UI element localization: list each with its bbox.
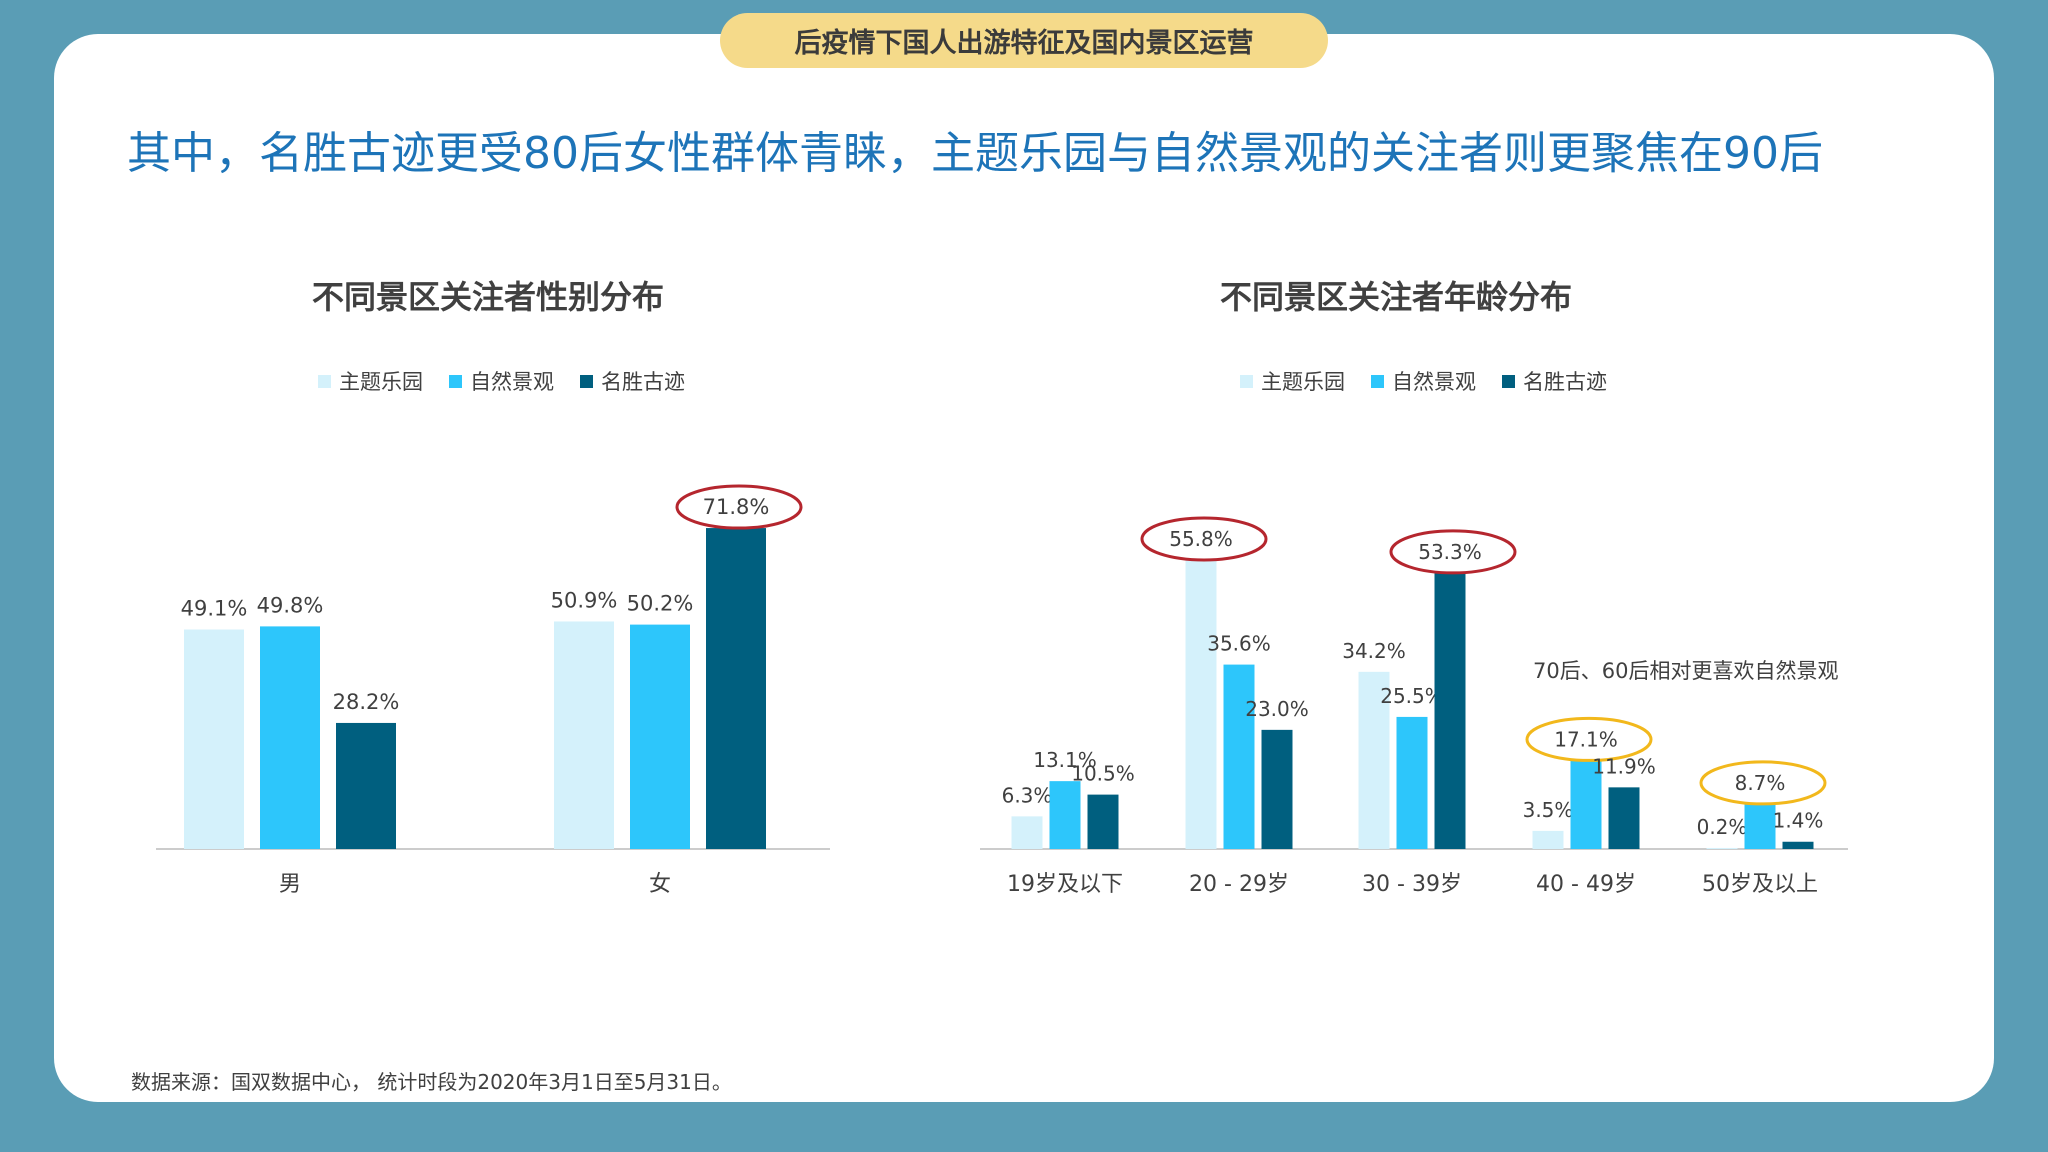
legend-label: 名胜古迹	[1523, 370, 1607, 394]
bar	[554, 621, 614, 849]
data-label: 35.6%	[1207, 632, 1271, 656]
data-label: 50.9%	[551, 588, 618, 612]
age-chart-legend: 主题乐园 自然景观 名胜古迹	[1240, 366, 1607, 396]
bar	[1011, 816, 1043, 849]
legend-item-theme-park: 主题乐园	[1240, 366, 1345, 396]
highlight-circle	[675, 484, 803, 530]
age-insight-note: 70后、60后相对更喜欢自然景观	[1533, 659, 1839, 683]
legend-item-natural: 自然景观	[1371, 366, 1476, 396]
data-label: 53.3%	[1418, 540, 1482, 564]
legend-item-natural: 自然景观	[449, 366, 554, 396]
data-label: 0.2%	[1697, 815, 1748, 839]
data-source-footnote: 数据来源：国双数据中心， 统计时段为2020年3月1日至5月31日。	[131, 1070, 732, 1094]
highlight-circle	[1140, 516, 1268, 562]
data-label: 1.4%	[1773, 809, 1824, 833]
data-label: 10.5%	[1071, 762, 1135, 786]
gender-chart-legend: 主题乐园 自然景观 名胜古迹	[318, 366, 685, 396]
bar	[1570, 760, 1602, 849]
bar	[1532, 830, 1564, 849]
report-title-pill: 后疫情下国人出游特征及国内景区运营	[720, 13, 1328, 68]
data-label: 71.8%	[703, 495, 770, 519]
bar	[1185, 559, 1217, 849]
data-label: 49.8%	[257, 593, 324, 617]
bar	[1396, 716, 1428, 849]
data-label: 13.1%	[1033, 748, 1097, 772]
bar	[1261, 729, 1293, 849]
category-tick-label: 20 - 29岁	[1189, 872, 1289, 897]
category-tick-label: 50岁及以上	[1702, 872, 1818, 897]
legend-swatch	[318, 374, 331, 388]
age-chart-title: 不同景区关注者年龄分布	[1220, 278, 1573, 316]
category-tick-label: 19岁及以下	[1007, 872, 1123, 897]
legend-item-historic: 名胜古迹	[580, 366, 685, 396]
legend-label: 主题乐园	[1261, 370, 1345, 394]
category-tick-label: 男	[279, 872, 301, 897]
bar	[1434, 572, 1466, 849]
bar	[336, 722, 396, 849]
bar	[1744, 803, 1776, 849]
legend-item-theme-park: 主题乐园	[318, 366, 423, 396]
legend-swatch	[580, 374, 593, 388]
bar	[184, 629, 244, 849]
category-tick-label: 40 - 49岁	[1536, 872, 1636, 897]
category-tick-label: 女	[649, 872, 671, 897]
bar	[1049, 781, 1081, 849]
highlight-circle	[1699, 760, 1827, 806]
bar	[706, 528, 766, 849]
data-label: 49.1%	[181, 597, 248, 621]
legend-swatch	[1240, 374, 1253, 388]
legend-label: 名胜古迹	[601, 370, 685, 394]
data-label: 55.8%	[1169, 527, 1233, 551]
page-headline: 其中，名胜古迹更受80后女性群体青睐，主题乐园与自然景观的关注者则更聚焦在90后	[127, 128, 1823, 179]
highlight-circle	[1525, 716, 1653, 762]
bar	[630, 624, 690, 849]
data-label: 50.2%	[627, 592, 694, 616]
data-label: 8.7%	[1735, 771, 1786, 795]
legend-label: 自然景观	[470, 370, 554, 394]
bar	[1087, 794, 1119, 849]
bar	[1706, 847, 1738, 849]
data-label: 6.3%	[1002, 783, 1053, 807]
legend-label: 主题乐园	[339, 370, 423, 394]
highlight-circle	[1389, 529, 1517, 575]
bar	[1358, 671, 1390, 849]
data-label: 25.5%	[1380, 684, 1444, 708]
legend-swatch	[449, 374, 462, 388]
data-label: 28.2%	[333, 690, 400, 714]
legend-swatch	[1502, 374, 1515, 388]
bar	[1782, 841, 1814, 849]
bar	[260, 626, 320, 849]
gender-chart-title: 不同景区关注者性别分布	[312, 278, 665, 316]
bar	[1608, 787, 1640, 849]
bar	[1223, 664, 1255, 849]
legend-item-historic: 名胜古迹	[1502, 366, 1607, 396]
data-label: 34.2%	[1342, 639, 1406, 663]
category-tick-label: 30 - 39岁	[1362, 872, 1462, 897]
data-label: 17.1%	[1554, 727, 1618, 751]
data-label: 11.9%	[1592, 754, 1656, 778]
data-label: 3.5%	[1523, 798, 1574, 822]
legend-label: 自然景观	[1392, 370, 1476, 394]
data-label: 23.0%	[1245, 697, 1309, 721]
content-card	[54, 34, 1994, 1102]
legend-swatch	[1371, 374, 1384, 388]
